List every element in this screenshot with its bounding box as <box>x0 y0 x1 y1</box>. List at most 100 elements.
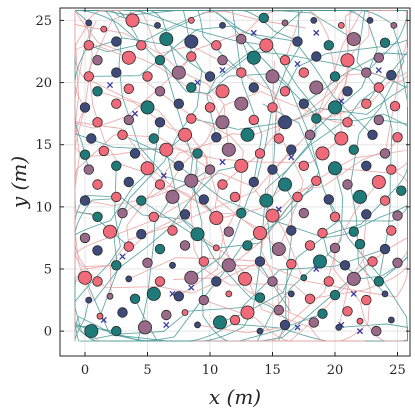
data-point-177 <box>111 67 122 78</box>
data-point-128 <box>221 142 236 157</box>
x-tick-label-2: 10 <box>202 363 219 378</box>
data-point-212 <box>154 21 161 29</box>
data-point-5 <box>229 314 241 326</box>
data-point-66 <box>354 238 366 250</box>
data-point-49 <box>198 256 210 267</box>
data-point-57 <box>92 245 103 256</box>
data-point-139 <box>240 127 255 142</box>
data-point-26 <box>198 294 210 306</box>
data-point-123 <box>79 149 91 160</box>
trajectory-101 <box>316 113 408 172</box>
data-point-183 <box>298 67 310 78</box>
data-point-208 <box>379 37 391 49</box>
data-point-4 <box>212 315 227 330</box>
trajectory-91 <box>338 323 408 342</box>
data-point-55 <box>367 256 378 267</box>
data-point-11 <box>371 325 382 337</box>
data-point-169 <box>186 82 197 93</box>
data-point-80 <box>117 207 128 219</box>
data-point-171 <box>248 82 260 93</box>
data-point-220 <box>390 21 398 29</box>
data-point-23 <box>129 293 141 305</box>
data-point-93 <box>165 189 180 204</box>
y-axis-label: y (m) <box>7 156 31 209</box>
data-point-107 <box>277 177 292 192</box>
data-point-196 <box>373 52 385 63</box>
y-tick-label-5: 25 <box>35 14 52 29</box>
data-point-67 <box>379 243 391 255</box>
y-tick-label-4: 20 <box>35 76 52 91</box>
trajectory-98 <box>197 179 381 334</box>
data-point-106 <box>248 176 260 188</box>
data-point-118 <box>267 164 278 175</box>
plot-frame <box>59 7 411 357</box>
trajectories <box>74 10 408 342</box>
data-point-186 <box>386 69 397 81</box>
data-point-182 <box>265 69 280 84</box>
x-tick-label-0: 0 <box>81 363 89 378</box>
data-point-15 <box>161 309 172 321</box>
data-point-209 <box>85 19 93 27</box>
data-point-25 <box>173 291 185 302</box>
data-point-181 <box>236 67 247 78</box>
cross-marker-21 <box>288 154 295 161</box>
data-point-211 <box>125 13 140 28</box>
trajectory-29 <box>74 22 286 123</box>
data-point-35 <box>125 275 133 283</box>
data-point-200 <box>159 32 174 47</box>
cross-marker-4 <box>356 328 364 335</box>
data-point-56 <box>392 257 403 269</box>
data-point-108 <box>311 175 322 187</box>
data-point-144 <box>392 132 403 143</box>
data-point-173 <box>309 80 324 95</box>
data-point-27 <box>225 290 233 298</box>
data-point-0 <box>84 324 99 339</box>
data-point-22 <box>106 292 114 300</box>
data-point-86 <box>298 207 310 219</box>
data-point-175 <box>373 82 385 93</box>
data-point-39 <box>237 271 252 286</box>
data-point-42 <box>323 276 335 287</box>
data-point-115 <box>173 160 185 172</box>
data-point-141 <box>304 129 316 141</box>
data-point-59 <box>154 243 166 255</box>
data-point-17 <box>240 305 255 320</box>
data-point-155 <box>79 102 91 113</box>
data-point-89 <box>392 210 403 221</box>
data-point-193 <box>279 55 291 66</box>
data-point-165 <box>389 100 401 112</box>
cross-marker-8 <box>119 253 126 260</box>
data-point-8 <box>308 317 320 328</box>
data-point-149 <box>215 115 230 130</box>
data-point-159 <box>204 102 216 113</box>
y-tick-label-0: 0 <box>44 325 52 340</box>
data-point-167 <box>123 83 135 95</box>
data-point-73 <box>223 226 235 237</box>
data-point-63 <box>271 242 286 257</box>
data-point-14 <box>117 307 128 318</box>
data-point-38 <box>211 276 222 287</box>
cross-marker-15 <box>219 67 226 74</box>
data-point-219 <box>366 16 374 24</box>
data-point-151 <box>277 115 292 130</box>
data-point-104 <box>184 173 199 188</box>
data-point-163 <box>327 100 342 115</box>
trajectory-95 <box>191 10 300 279</box>
data-point-6 <box>256 327 264 335</box>
data-point-114 <box>140 161 155 176</box>
data-point-172 <box>279 86 291 97</box>
data-point-216 <box>281 19 289 27</box>
x-axis-label: x (m) <box>209 385 261 409</box>
data-point-29 <box>287 290 295 298</box>
data-point-100 <box>379 195 391 206</box>
data-points <box>78 12 407 339</box>
trajectory-60 <box>74 180 317 342</box>
data-point-117 <box>234 158 249 173</box>
data-point-143 <box>367 129 378 141</box>
data-point-179 <box>171 65 186 80</box>
data-point-41 <box>300 274 308 282</box>
cross-marker-10 <box>219 159 226 166</box>
data-point-153 <box>342 117 353 128</box>
cross-marker-14 <box>194 79 201 86</box>
data-point-83 <box>209 210 224 225</box>
